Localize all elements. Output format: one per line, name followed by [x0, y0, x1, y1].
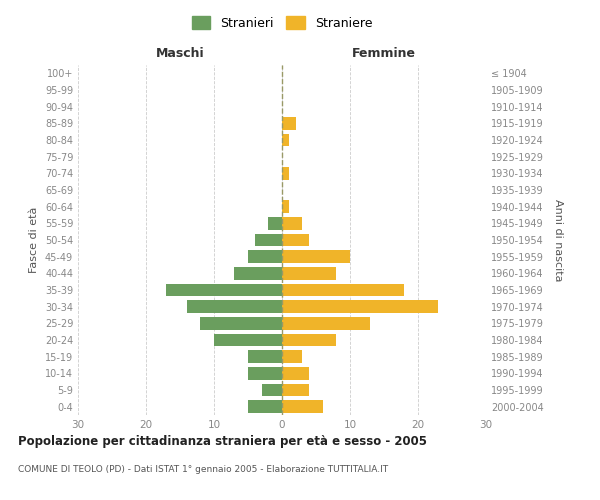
- Bar: [200, 317, 282, 330]
- Text: Maschi: Maschi: [155, 47, 205, 60]
- Y-axis label: Anni di nascita: Anni di nascita: [553, 198, 563, 281]
- Bar: [282, 234, 309, 246]
- Text: Femmine: Femmine: [352, 47, 416, 60]
- Bar: [282, 334, 337, 346]
- Bar: [282, 117, 296, 130]
- Bar: [248, 250, 282, 263]
- Bar: [268, 217, 282, 230]
- Bar: [248, 367, 282, 380]
- Bar: [282, 167, 289, 179]
- Bar: [282, 267, 337, 280]
- Bar: [187, 300, 282, 313]
- Bar: [282, 367, 309, 380]
- Bar: [235, 267, 282, 280]
- Bar: [214, 334, 282, 346]
- Bar: [282, 217, 302, 230]
- Bar: [248, 350, 282, 363]
- Bar: [255, 234, 282, 246]
- Bar: [262, 384, 282, 396]
- Bar: [282, 250, 350, 263]
- Bar: [282, 350, 302, 363]
- Legend: Stranieri, Straniere: Stranieri, Straniere: [187, 11, 377, 35]
- Bar: [282, 300, 439, 313]
- Bar: [282, 134, 289, 146]
- Bar: [282, 317, 370, 330]
- Bar: [282, 400, 323, 413]
- Bar: [282, 384, 309, 396]
- Bar: [282, 284, 404, 296]
- Bar: [166, 284, 282, 296]
- Text: COMUNE DI TEOLO (PD) - Dati ISTAT 1° gennaio 2005 - Elaborazione TUTTITALIA.IT: COMUNE DI TEOLO (PD) - Dati ISTAT 1° gen…: [18, 465, 388, 474]
- Text: Popolazione per cittadinanza straniera per età e sesso - 2005: Popolazione per cittadinanza straniera p…: [18, 435, 427, 448]
- Bar: [248, 400, 282, 413]
- Y-axis label: Fasce di età: Fasce di età: [29, 207, 39, 273]
- Bar: [282, 200, 289, 213]
